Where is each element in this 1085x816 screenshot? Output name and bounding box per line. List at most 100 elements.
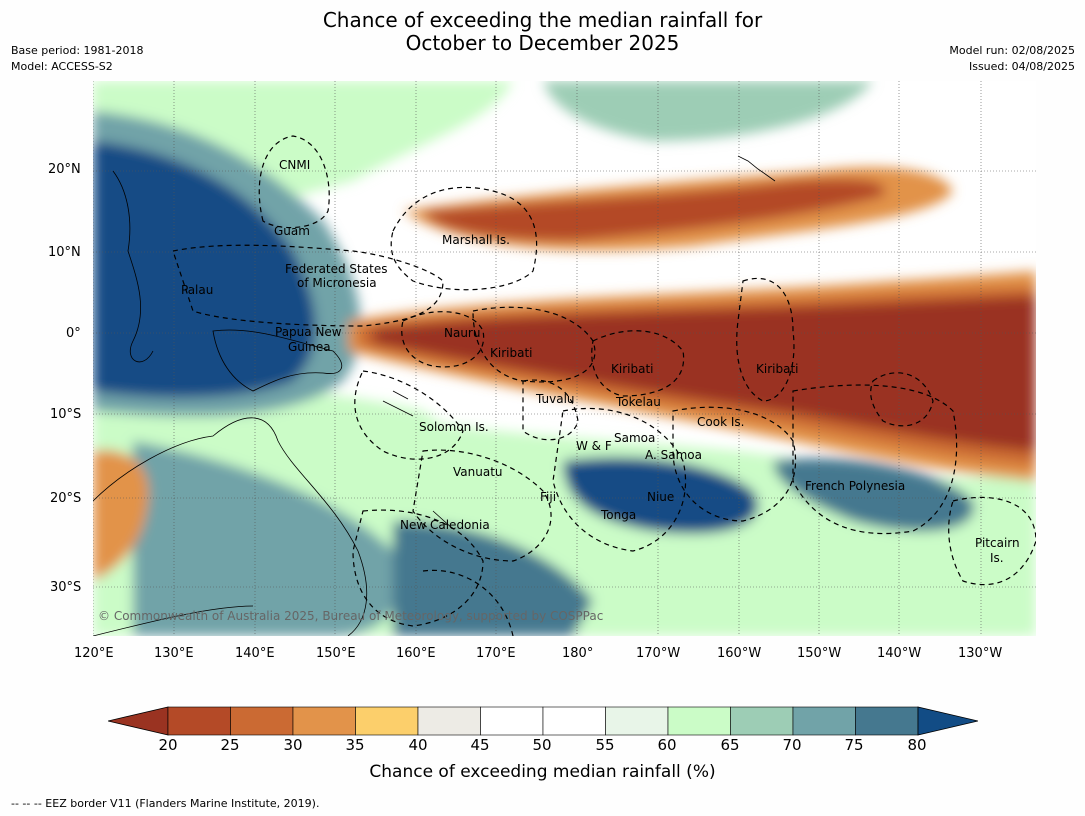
colorbar-extension-high <box>917 706 978 736</box>
coastlines <box>93 155 776 636</box>
label-niue: Niue <box>647 490 675 504</box>
colorbar-cell <box>667 706 731 736</box>
issued-date: Issued: 04/08/2025 <box>968 60 1075 73</box>
label-guam: Guam <box>274 224 310 238</box>
lon-label-170w: 170°W <box>636 646 681 661</box>
orange-southwest <box>93 450 149 581</box>
colorbar-tick-30: 30 <box>283 736 303 754</box>
blue-south-west <box>393 521 593 636</box>
hawaii-coast <box>737 155 776 182</box>
colorbar-tick-35: 35 <box>345 736 365 754</box>
blue-fiji <box>563 457 759 534</box>
lat-label-20s: 20°S <box>50 491 82 506</box>
colorbar-tick-75: 75 <box>844 736 864 754</box>
eez-tonga-samoa <box>552 407 687 552</box>
title-line-1: Chance of exceeding the median rainfall … <box>322 8 763 32</box>
label-pitcairn-line2: Is. <box>990 551 1004 565</box>
label-fiji: Fiji <box>540 490 557 504</box>
label-kiribati-central: Kiribati <box>611 362 654 376</box>
copyright-credit: © Commonwealth of Australia 2025, Bureau… <box>98 609 604 623</box>
colorbar-cell <box>542 706 606 736</box>
colorbar-cell <box>855 706 919 736</box>
colorbar-tick-65: 65 <box>720 736 740 754</box>
lon-label-160e: 160°E <box>396 646 436 661</box>
australia-coast <box>93 417 368 636</box>
colorbar-cell <box>417 706 481 736</box>
colorbar-cell <box>792 706 856 736</box>
eez-french-polynesia-east <box>870 372 934 427</box>
rainfall-map <box>93 81 1036 636</box>
lon-label-160w: 160°W <box>717 646 762 661</box>
colorbar-tick-80: 80 <box>907 736 927 754</box>
label-american-samoa: A. Samoa <box>645 448 702 462</box>
colorbar-title: Chance of exceeding median rainfall (%) <box>369 762 716 782</box>
colorbar-tick-25: 25 <box>220 736 240 754</box>
eez-nauru-kiribati <box>401 311 485 368</box>
colorbar-cell <box>605 706 669 736</box>
label-png-line2: Guinea <box>288 340 331 354</box>
eez-kiribati-gilbert <box>472 306 596 383</box>
new-caledonia-coast <box>432 510 454 530</box>
colorbar-cell <box>167 706 231 736</box>
lat-label-10n: 10°N <box>48 245 81 260</box>
colorbar <box>108 706 978 736</box>
deep-blue-west <box>93 141 316 398</box>
label-solomon-islands: Solomon Is. <box>419 420 489 434</box>
label-nauru: Nauru <box>444 326 481 340</box>
new-guinea-coast <box>212 329 343 392</box>
label-palau: Palau <box>181 283 214 297</box>
eez-vanuatu-fiji <box>412 449 552 562</box>
eez-legend-note: -- -- -- EEZ border V11 (Flanders Marine… <box>11 797 320 810</box>
label-png-line1: Papua New <box>275 325 342 339</box>
title-line-2: October to December 2025 <box>405 31 680 55</box>
label-vanuatu: Vanuatu <box>453 465 503 479</box>
label-tuvalu: Tuvalu <box>536 392 575 406</box>
model-run: Model run: 02/08/2025 <box>949 44 1075 57</box>
solomon-islands-coast <box>382 390 414 417</box>
label-samoa: Samoa <box>614 431 656 445</box>
label-new-caledonia: New Caledonia <box>400 518 490 532</box>
colorbar-cell <box>355 706 419 736</box>
colorbar-tick-55: 55 <box>595 736 615 754</box>
model-name: Model: ACCESS-S2 <box>11 60 113 73</box>
colorbar-tick-20: 20 <box>158 736 178 754</box>
label-cook-islands: Cook Is. <box>697 415 745 429</box>
lat-label-30s: 30°S <box>50 580 82 595</box>
colorbar-cell <box>292 706 356 736</box>
label-cnmi: CNMI <box>279 158 311 172</box>
label-wallis-futuna: W & F <box>576 439 612 453</box>
dry-band-eq-inner <box>373 296 1036 451</box>
eez-borders <box>172 135 1036 636</box>
colorbar-tick-50: 50 <box>532 736 552 754</box>
colorbar-tick-45: 45 <box>470 736 490 754</box>
eez-tuvalu <box>522 379 579 441</box>
eez-new-caledonia <box>352 509 484 627</box>
eez-new-zealand <box>422 569 514 636</box>
lon-label-150w: 150°W <box>797 646 842 661</box>
label-french-polynesia: French Polynesia <box>805 479 906 493</box>
label-fsm-line2: of Micronesia <box>297 276 377 290</box>
philippines-coast <box>112 170 154 363</box>
label-tonga: Tonga <box>601 508 637 522</box>
lon-label-140w: 140°W <box>877 646 922 661</box>
eez-kiribati-phoenix <box>591 330 685 397</box>
teal-north <box>543 81 873 141</box>
lon-label-150e: 150°E <box>316 646 356 661</box>
label-tokelau: Tokelau <box>616 395 661 409</box>
eez-kiribati-line <box>736 277 795 402</box>
lon-label-140e: 140°E <box>235 646 275 661</box>
colorbar-extension-low <box>108 706 169 736</box>
blue-fpoly <box>773 458 975 532</box>
eez-marshall <box>390 186 538 291</box>
eez-cnmi-guam <box>258 135 330 229</box>
label-kiribati-east: Kiribati <box>756 362 799 376</box>
lon-label-170e: 170°E <box>476 646 516 661</box>
lat-label-20n: 20°N <box>48 162 81 177</box>
colorbar-tick-60: 60 <box>657 736 677 754</box>
label-marshall-islands: Marshall Is. <box>442 233 510 247</box>
lon-label-130w: 130°W <box>958 646 1003 661</box>
graticule <box>93 81 1036 636</box>
eez-solomon <box>354 370 464 460</box>
lat-label-0: 0° <box>66 326 81 341</box>
